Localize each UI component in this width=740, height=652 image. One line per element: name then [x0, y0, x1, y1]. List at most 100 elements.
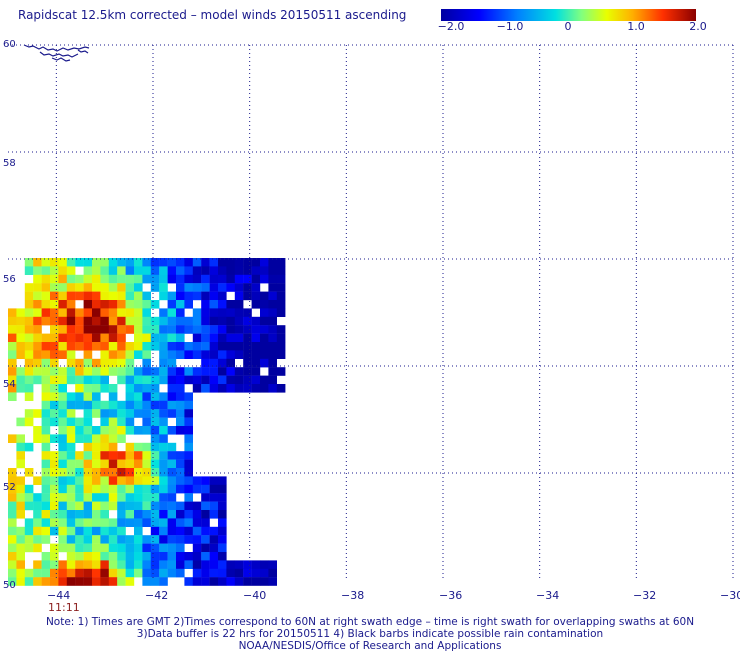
wind-cell [192, 484, 202, 494]
wind-cell [150, 442, 160, 452]
wind-cell [176, 375, 185, 385]
wind-cell [24, 316, 34, 326]
wind-cell [201, 283, 210, 292]
wind-cell [117, 568, 126, 578]
wind-cell [92, 316, 101, 326]
wind-cell [192, 367, 202, 376]
wind-cell [159, 258, 168, 267]
wind-cell [50, 476, 59, 485]
wind-cell [24, 493, 34, 502]
wind-cell [142, 476, 151, 485]
wind-cell [8, 577, 17, 586]
wind-cell [176, 501, 185, 511]
wind-cell [41, 468, 51, 477]
wind-cell [184, 417, 193, 427]
wind-cell [260, 577, 269, 586]
wind-cell [58, 367, 67, 376]
lon-label: −44 [47, 589, 71, 602]
wind-cell [16, 577, 25, 586]
wind-cell [24, 283, 34, 292]
wind-cell [167, 493, 177, 502]
lon-label: −36 [439, 589, 463, 602]
wind-cell [8, 375, 17, 385]
wind-cell [142, 577, 151, 586]
wind-cell [41, 375, 51, 385]
wind-cell [100, 358, 109, 368]
map-title: Rapidscat 12.5km corrected – model winds… [18, 8, 407, 22]
lat-label: 58 [3, 158, 16, 169]
note-line-1: Note: 1) Times are GMT 2)Times correspon… [45, 616, 695, 628]
wind-cell [167, 342, 177, 351]
wind-cell [83, 358, 93, 368]
wind-cell [92, 409, 101, 418]
wind-cell [100, 308, 109, 317]
wind-cell [50, 316, 59, 326]
wind-cell [150, 333, 160, 343]
wind-cell [83, 459, 93, 469]
wind-cell [92, 484, 101, 494]
wind-cell [260, 274, 269, 284]
wind-cell [276, 384, 286, 393]
wind-cell [176, 484, 185, 494]
wind-cell [16, 510, 25, 519]
wind-cell [66, 434, 76, 443]
wind-cell [8, 342, 17, 351]
wind-cell [8, 434, 17, 443]
wind-cell [134, 291, 143, 301]
wind-cell [134, 442, 143, 452]
wind-cell [66, 392, 76, 401]
wind-cell [8, 358, 17, 368]
wind-cell [58, 484, 67, 494]
wind-cell [234, 258, 244, 267]
wind-cell [41, 333, 51, 343]
wind-cell [100, 417, 109, 427]
wind-cell [159, 283, 168, 292]
wind-cell [75, 417, 84, 427]
wind-cell [159, 526, 168, 536]
wind-cell [184, 392, 193, 401]
wind-cell [226, 350, 235, 359]
wind-cell [66, 400, 76, 410]
wind-cell [24, 333, 34, 343]
wind-cell [33, 283, 42, 292]
wind-cell [83, 274, 93, 284]
wind-cell [50, 510, 59, 519]
wind-cell [167, 501, 177, 511]
wind-cell [83, 375, 93, 385]
wind-cell [176, 468, 185, 477]
wind-cell [83, 258, 93, 267]
wind-cell [24, 325, 34, 334]
wind-cell [260, 291, 269, 301]
wind-cell [117, 543, 126, 553]
wind-cell [75, 384, 84, 393]
wind-cell [268, 291, 277, 301]
wind-cell [159, 325, 168, 334]
wind-cell [24, 518, 34, 527]
wind-cell [167, 392, 177, 401]
wind-cell [184, 451, 193, 460]
wind-cell [268, 283, 277, 292]
wind-cell [117, 426, 126, 435]
wind-cell [83, 543, 93, 553]
wind-cell [134, 518, 143, 527]
coastline [23, 44, 90, 62]
wind-cell [226, 568, 235, 578]
wind-cell [24, 367, 34, 376]
wind-cell [167, 568, 177, 578]
wind-cell [251, 333, 261, 343]
wind-cell [276, 367, 286, 376]
wind-cell [184, 526, 193, 536]
wind-cell [226, 577, 235, 586]
lat-label: 54 [3, 379, 16, 390]
wind-cell [24, 384, 34, 393]
wind-cell [125, 442, 135, 452]
wind-cell [192, 266, 202, 275]
wind-cell [117, 434, 126, 443]
wind-cell [134, 476, 143, 485]
wind-cell [108, 568, 118, 578]
wind-cell [209, 577, 219, 586]
wind-cell [134, 266, 143, 275]
wind-cell [142, 451, 151, 460]
wind-cell [24, 442, 34, 452]
wind-cell [92, 308, 101, 317]
